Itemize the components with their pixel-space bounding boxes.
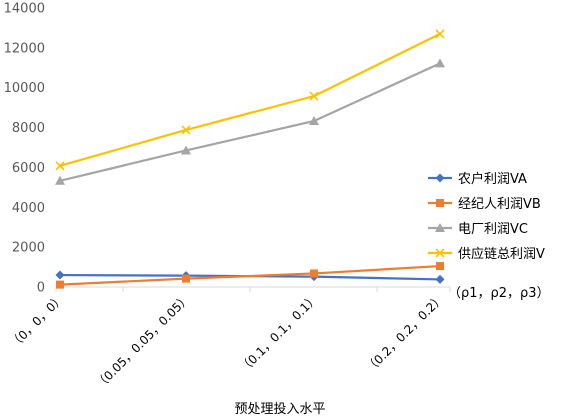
legend-item: 供应链总利润V bbox=[428, 246, 545, 262]
y-tick-label: 8000 bbox=[12, 121, 45, 136]
data-point bbox=[435, 173, 445, 183]
legend: 农户利润VA 经纪人利润VB 电厂利润VC 供应链总利润V bbox=[428, 171, 545, 262]
data-point bbox=[55, 161, 65, 171]
data-point bbox=[55, 175, 65, 185]
series-line bbox=[59, 32, 441, 167]
y-tick-label: 10000 bbox=[4, 81, 45, 96]
series-x bbox=[55, 29, 445, 171]
series-line bbox=[59, 264, 441, 286]
x-tick-label: （0.1，0.1，0.1） bbox=[237, 291, 321, 375]
y-tick-label: 0 bbox=[37, 281, 45, 296]
y-tick-label: 2000 bbox=[12, 241, 45, 256]
data-point bbox=[309, 115, 319, 125]
x-tick-label: （0.2，0.2，0.2） bbox=[363, 291, 447, 375]
data-point bbox=[56, 280, 64, 289]
legend-label: 农户利润VA bbox=[458, 171, 527, 187]
x-axis-tick-marks bbox=[55, 287, 451, 292]
x-axis-ticks: （0，0，0） （0.05，0.05，0.05） （0.1，0.1，0.1） （0.2… bbox=[7, 291, 447, 392]
data-point bbox=[436, 262, 444, 271]
series-triangle bbox=[55, 58, 445, 185]
x-axis-title: 预处理投入水平 bbox=[234, 401, 325, 417]
y-tick-label: 6000 bbox=[12, 161, 45, 176]
legend-label: 经纪人利润VB bbox=[458, 197, 541, 212]
data-point bbox=[435, 58, 445, 68]
data-point bbox=[435, 248, 445, 258]
data-point bbox=[181, 145, 191, 155]
series-layer bbox=[55, 29, 445, 289]
series-line bbox=[59, 62, 441, 182]
y-axis-ticks: 0 2000 4000 6000 8000 10000 12000 14000 bbox=[4, 2, 45, 296]
legend-label: 电厂利润VC bbox=[458, 222, 528, 237]
data-point bbox=[436, 199, 444, 207]
data-point bbox=[435, 29, 445, 39]
legend-item: 电厂利润VC bbox=[428, 222, 528, 237]
data-point bbox=[181, 125, 191, 135]
data-point bbox=[435, 223, 445, 232]
y-tick-label: 14000 bbox=[4, 2, 45, 17]
data-point bbox=[182, 274, 190, 283]
y-tick-label: 4000 bbox=[12, 201, 45, 216]
data-point bbox=[55, 270, 65, 280]
legend-item: 经纪人利润VB bbox=[428, 197, 541, 212]
legend-item: 农户利润VA bbox=[428, 171, 527, 187]
series-square bbox=[56, 262, 444, 289]
x-tick-label: （0.05，0.05，0.05） bbox=[93, 291, 194, 392]
data-point bbox=[435, 274, 445, 284]
y-tick-label: 12000 bbox=[4, 41, 45, 56]
x-tick-label: （0，0，0） bbox=[7, 291, 67, 351]
data-point bbox=[309, 91, 319, 101]
legend-label: 供应链总利润V bbox=[458, 246, 545, 262]
data-point bbox=[310, 269, 318, 278]
axis-annotation: （ρ1，ρ2，ρ3） bbox=[448, 286, 550, 301]
